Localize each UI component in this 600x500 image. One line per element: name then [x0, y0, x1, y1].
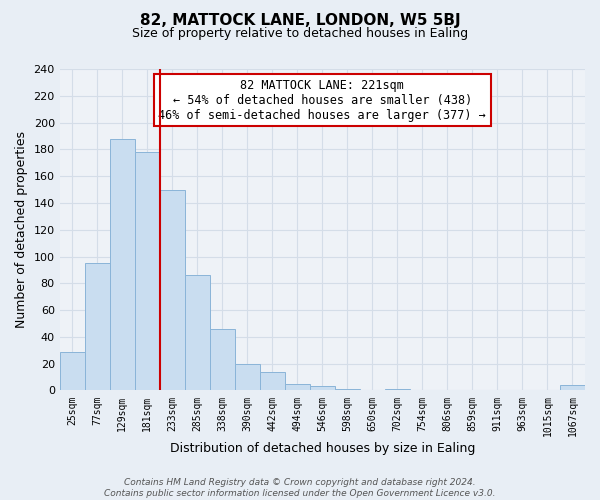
Bar	[310, 386, 335, 390]
Bar	[335, 389, 360, 390]
Bar	[560, 385, 585, 390]
Bar	[185, 276, 210, 390]
Bar	[210, 329, 235, 390]
Text: Contains HM Land Registry data © Crown copyright and database right 2024.
Contai: Contains HM Land Registry data © Crown c…	[104, 478, 496, 498]
X-axis label: Distribution of detached houses by size in Ealing: Distribution of detached houses by size …	[170, 442, 475, 455]
Bar	[285, 384, 310, 390]
Text: 82 MATTOCK LANE: 221sqm
← 54% of detached houses are smaller (438)
46% of semi-d: 82 MATTOCK LANE: 221sqm ← 54% of detache…	[158, 78, 486, 122]
Text: 82, MATTOCK LANE, LONDON, W5 5BJ: 82, MATTOCK LANE, LONDON, W5 5BJ	[140, 12, 460, 28]
Text: Size of property relative to detached houses in Ealing: Size of property relative to detached ho…	[132, 28, 468, 40]
Bar	[235, 364, 260, 390]
Bar	[385, 389, 410, 390]
Bar	[160, 190, 185, 390]
Bar	[59, 352, 85, 391]
Bar	[260, 372, 285, 390]
Bar	[85, 263, 110, 390]
Y-axis label: Number of detached properties: Number of detached properties	[15, 131, 28, 328]
Bar	[110, 138, 135, 390]
Bar	[135, 152, 160, 390]
